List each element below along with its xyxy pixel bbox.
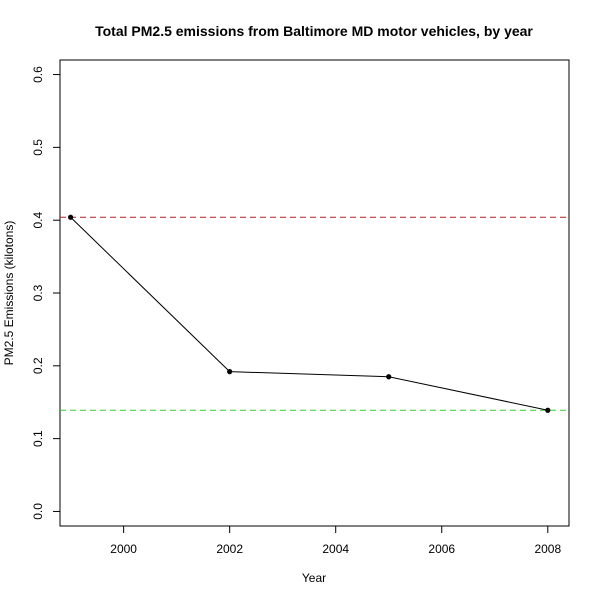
data-point [545, 407, 551, 413]
series-layer [68, 214, 551, 413]
y-tick-label: 0.1 [31, 430, 45, 447]
series-line [70, 216, 548, 411]
y-tick-label: 0.2 [31, 357, 45, 374]
y-tick-label: 0.4 [31, 212, 45, 229]
reference-lines [60, 216, 569, 411]
y-tick-label: 0.6 [31, 66, 45, 83]
x-tick-label: 2000 [110, 542, 137, 556]
x-tick-label: 2002 [216, 542, 243, 556]
x-axis: 2000 2002 2004 2006 2008 [110, 526, 561, 556]
data-point [386, 374, 392, 380]
y-axis-label: PM2.5 Emissions (kilotons) [2, 221, 16, 366]
x-tick-label: 2004 [322, 542, 349, 556]
y-axis: 0.0 0.1 0.2 0.3 0.4 0.5 0.6 [31, 66, 60, 520]
x-tick-label: 2008 [534, 542, 561, 556]
y-tick-label: 0.5 [31, 139, 45, 156]
y-tick-label: 0.3 [31, 284, 45, 301]
data-point [227, 369, 233, 375]
x-tick-label: 2006 [428, 542, 455, 556]
data-point [68, 214, 74, 220]
y-tick-label: 0.0 [31, 503, 45, 520]
chart-title: Total PM2.5 emissions from Baltimore MD … [95, 23, 533, 39]
x-axis-label: Year [302, 571, 326, 585]
